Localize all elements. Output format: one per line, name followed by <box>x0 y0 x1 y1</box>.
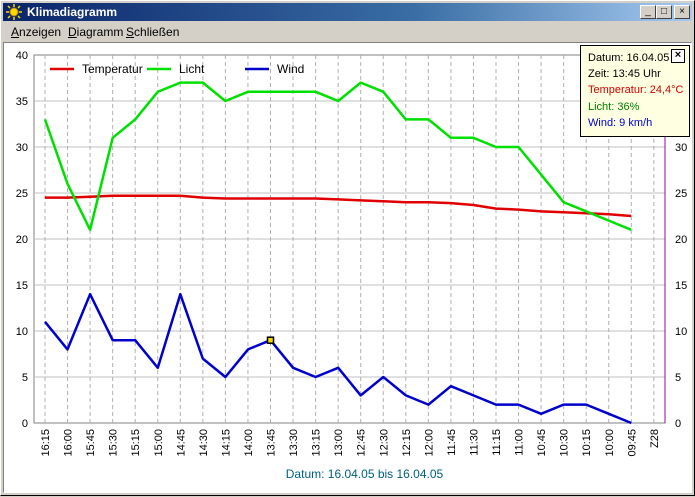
x-tick-label: 10:15 <box>581 429 593 457</box>
y-tick-label: 5 <box>22 372 28 384</box>
x-tick-label: 16:15 <box>40 429 52 457</box>
x-tick-label: 12:00 <box>423 429 435 457</box>
x-tick-label: 16:00 <box>63 429 75 457</box>
x-tick-label: Z28 <box>649 429 661 448</box>
window-title: Klimadiagramm <box>27 5 118 19</box>
x-tick-label: 11:00 <box>514 429 526 456</box>
legend-label: Licht <box>179 62 205 76</box>
y-tick-label: 25 <box>16 188 28 200</box>
series-line-licht <box>43 81 632 232</box>
x-axis-label: Datum: 16.04.05 bis 16.04.05 <box>286 467 444 481</box>
menu-diagramm[interactable]: Diagramm <box>68 25 123 39</box>
menu-anzeigen-accel: A <box>11 25 20 39</box>
selected-point-marker <box>266 336 275 344</box>
tooltip-wind: Wind: 9 km/h <box>588 117 653 129</box>
tooltip-close-icon[interactable]: × <box>671 49 685 63</box>
tooltip-datum: Datum: 16.04.05 <box>588 52 670 64</box>
x-tick-label: 15:30 <box>108 429 120 457</box>
x-tick-label: 15:45 <box>85 429 97 457</box>
menu-anzeigen-label: nzeigen <box>19 25 62 39</box>
x-tick-label: 11:15 <box>491 429 503 456</box>
x-tick-label: 11:45 <box>446 429 458 456</box>
close-button[interactable]: × <box>674 5 690 19</box>
right-y-tick-label: 5 <box>675 372 681 384</box>
menu-schliessen[interactable]: Schließen <box>126 25 179 39</box>
right-y-tick-label: 0 <box>675 418 681 430</box>
data-tooltip: × Datum: 16.04.05 Zeit: 13:45 Uhr Temper… <box>580 45 690 137</box>
minimize-button[interactable]: _ <box>640 5 656 19</box>
climate-chart: 05101520253035400510152025303516:1516:00… <box>16 50 688 481</box>
y-tick-label: 35 <box>16 96 28 108</box>
right-y-tick-label: 10 <box>675 326 687 338</box>
menu-diagramm-accel: D <box>68 25 77 39</box>
tooltip-temperatur: Temperatur: 24,4°C <box>588 84 684 96</box>
title-bar[interactable]: Klimadiagramm _ □ × <box>3 3 692 21</box>
y-tick-label: 15 <box>16 280 28 292</box>
right-y-tick-label: 30 <box>675 142 687 154</box>
y-tick-label: 0 <box>22 418 28 430</box>
right-y-tick-label: 25 <box>675 188 687 200</box>
x-tick-label: 13:00 <box>333 429 345 457</box>
legend-label: Temperatur <box>82 62 143 76</box>
x-tick-label: 10:30 <box>559 429 571 457</box>
y-tick-label: 40 <box>16 50 28 62</box>
menu-diagramm-label: iagramm <box>76 25 124 39</box>
menu-schliessen-accel: S <box>126 25 135 39</box>
series-line-temperatur <box>45 194 632 218</box>
x-tick-label: 13:30 <box>288 429 300 457</box>
tooltip-zeit: Zeit: 13:45 Uhr <box>588 68 661 80</box>
x-tick-label: 10:45 <box>536 429 548 457</box>
x-tick-label: 14:15 <box>220 429 232 457</box>
maximize-button[interactable]: □ <box>656 5 672 19</box>
x-tick-label: 13:45 <box>266 429 278 457</box>
x-tick-label: 14:45 <box>175 429 187 457</box>
chart-area: 05101520253035400510152025303516:1516:00… <box>3 42 692 493</box>
x-tick-label: 12:15 <box>401 429 413 457</box>
sun-app-icon <box>6 4 22 20</box>
x-tick-label: 10:00 <box>604 429 616 457</box>
y-tick-label: 30 <box>16 142 28 154</box>
menu-anzeigen[interactable]: Anzeigen <box>11 25 61 39</box>
legend-label: Wind <box>277 62 304 76</box>
x-tick-label: 13:15 <box>311 429 323 457</box>
x-tick-label: 14:30 <box>198 429 210 457</box>
x-tick-label: 14:00 <box>243 429 255 457</box>
y-tick-label: 10 <box>16 326 28 338</box>
x-tick-label: 12:30 <box>378 429 390 457</box>
x-tick-label: 15:00 <box>153 429 165 457</box>
menu-schliessen-label: chließen <box>134 25 180 39</box>
menu-bar: Anzeigen Diagramm Schließen <box>3 22 692 41</box>
tooltip-licht: Licht: 36% <box>588 101 640 113</box>
x-tick-label: 15:15 <box>130 429 142 457</box>
x-tick-label: 09:45 <box>626 429 638 457</box>
series-line-wind <box>44 292 632 425</box>
right-y-tick-label: 15 <box>675 280 687 292</box>
y-tick-label: 20 <box>16 234 28 246</box>
x-tick-label: 11:30 <box>468 429 480 456</box>
x-tick-label: 12:45 <box>356 429 368 457</box>
right-y-tick-label: 20 <box>675 234 687 246</box>
